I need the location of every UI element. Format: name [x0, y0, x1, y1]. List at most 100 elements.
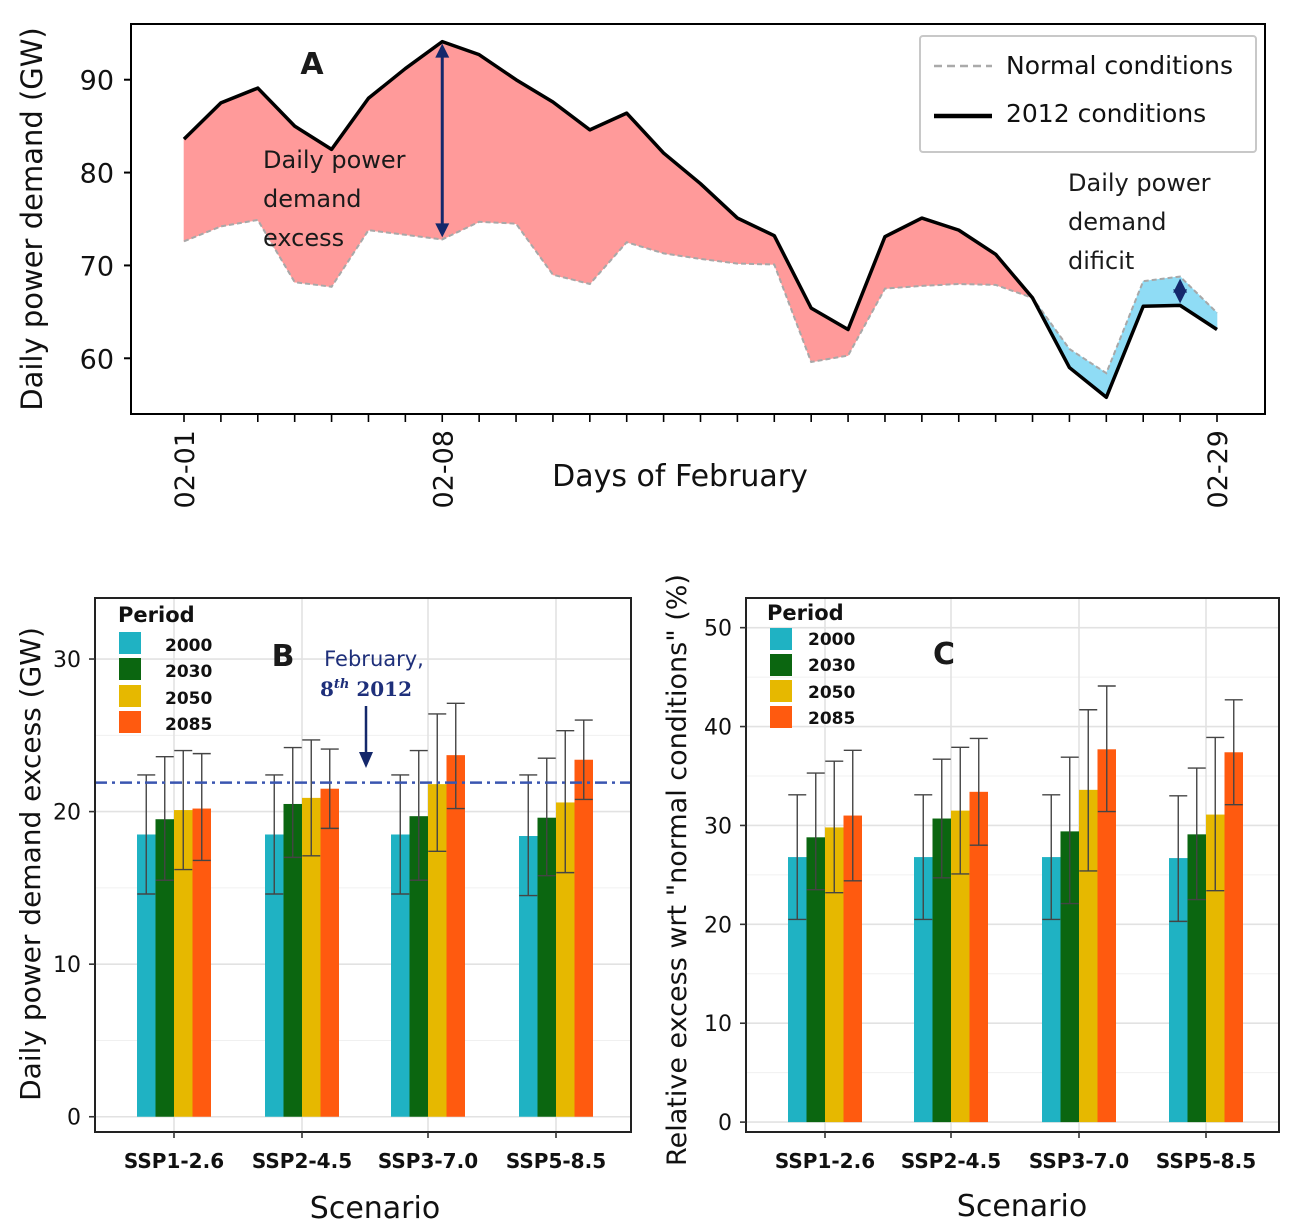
bar-SSP5-8.5-2050 [1206, 814, 1225, 1123]
excess-annotation-line2: demand [263, 185, 362, 213]
legend-c-swatch-2050 [770, 680, 792, 702]
excess-area-segment [405, 41, 443, 240]
panel-a-y-tick-label: 60 [80, 344, 114, 375]
panel-a-legend-box [919, 35, 1257, 153]
bar-SSP2-4.5-2000 [914, 857, 933, 1123]
excess-area-segment [183, 102, 222, 242]
panel-a-legend: Normal conditions 2012 conditions [919, 35, 1257, 153]
bar-SSP5-8.5-2030 [1187, 834, 1206, 1123]
legend-c-2000: 2000 [808, 630, 855, 650]
panel-a-fills [183, 41, 1218, 398]
y-tick-label: 50 [704, 617, 732, 642]
excess-area-segment [589, 112, 628, 285]
x-tick-label: SSP1-2.6 [124, 1149, 224, 1173]
panel-b-label: B [272, 639, 295, 674]
bar-SSP3-7.0-2030 [409, 816, 428, 1117]
panel-c-legend-title: Period [767, 601, 844, 625]
bar-SSP2-4.5-2000 [265, 834, 284, 1117]
bar-SSP1-2.6-2030 [155, 819, 174, 1117]
legend-b-2085: 2085 [165, 715, 212, 735]
bar-SSP5-8.5-2085 [1224, 752, 1243, 1123]
panel-b-bars [137, 702, 593, 1117]
panel-c-legend: Period 2000 2030 2050 2085 [767, 601, 855, 729]
panel-a-x-ticks: 02-01 02-08 02-29 [170, 414, 1234, 508]
panel-a-x-tick-label: 02-08 [428, 430, 459, 508]
legend-2012-label: 2012 conditions [1006, 99, 1206, 128]
legend-c-2050: 2050 [808, 683, 855, 703]
legend-normal-label: Normal conditions [1006, 51, 1233, 80]
panel-b-y-axis-label: Daily power demand excess (GW) [14, 627, 47, 1101]
deficit-arrow-head-bottom [1173, 289, 1188, 304]
panel-c-plot-frame [745, 597, 1280, 1133]
x-tick-label: SSP2-4.5 [252, 1149, 352, 1173]
legend-b-swatch-2030 [119, 658, 141, 680]
panel-b-x-axis-label: Scenario [310, 1191, 440, 1225]
legend-c-2030: 2030 [808, 656, 855, 676]
legend-b-swatch-2050 [119, 685, 141, 707]
panel-a-y-tick-label: 70 [80, 251, 114, 282]
panel-b-legend: Period 2000 2030 2050 2085 [118, 603, 212, 735]
panel-b-y-ticks: 0 10 20 30 [53, 648, 95, 1131]
bar-SSP3-7.0-2085 [446, 755, 465, 1117]
ref-annotation-arrow-head [359, 752, 373, 768]
x-tick-label: SSP3-7.0 [378, 1149, 478, 1173]
panel-a-y-tick-label: 80 [80, 159, 114, 190]
bar-SSP5-8.5-2050 [556, 802, 575, 1117]
legend-c-swatch-2000 [770, 628, 792, 650]
bar-SSP5-8.5-2030 [537, 817, 556, 1117]
bar-SSP3-7.0-2050 [1079, 789, 1098, 1123]
panel-a: 60 70 80 90 02-01 02-08 02-29 A Daily power d… [15, 23, 1266, 508]
bar-SSP2-4.5-2050 [951, 810, 970, 1123]
excess-area-segment [220, 87, 259, 227]
bar-SSP1-2.6-2085 [192, 808, 211, 1117]
deficit-area-segment [1179, 275, 1218, 331]
bar-SSP2-4.5-2085 [969, 791, 988, 1123]
panel-a-plot-frame [130, 23, 1266, 415]
deficit-arrow-head-top [1173, 278, 1188, 293]
y-tick-label: 0 [718, 1111, 732, 1136]
deficit-annotation-line2: demand [1068, 208, 1167, 236]
bar-SSP2-4.5-2085 [320, 788, 339, 1117]
y-tick-label: 40 [704, 716, 732, 741]
legend-b-2000: 2000 [165, 636, 212, 656]
y-tick-label: 20 [53, 801, 81, 826]
deficit-annotation-line3: dificit [1068, 247, 1134, 275]
panel-a-lines [182, 39, 1218, 400]
x-tick-label: SSP2-4.5 [901, 1149, 1001, 1173]
panel-a-x-axis-label: Days of February [552, 459, 808, 494]
bar-SSP2-4.5-2030 [932, 818, 951, 1123]
panel-a-y-tick-label: 90 [80, 66, 114, 97]
legend-c-2085: 2085 [808, 709, 855, 729]
panel-c-y-axis-label: Relative excess wrt "normal conditions" … [662, 574, 693, 1166]
panel-a-x-tick-label: 02-01 [170, 430, 201, 508]
panel-a-label: A [300, 47, 324, 82]
y-tick-label: 0 [67, 1106, 81, 1131]
panel-c-label: C [933, 637, 955, 672]
y-tick-label: 20 [704, 913, 732, 938]
bar-SSP3-7.0-2000 [391, 834, 410, 1117]
excess-annotation-line1: Daily power [263, 146, 406, 174]
panel-c-y-ticks: 0 10 20 30 40 50 [704, 617, 746, 1136]
panel-b-x-ticks: SSP1-2.6 SSP2-4.5 SSP3-7.0 SSP5-8.5 [124, 1132, 606, 1173]
bar-SSP3-7.0-2000 [1042, 857, 1061, 1123]
ref-annotation-line2: 8th 2012 [320, 677, 412, 701]
bar-SSP2-4.5-2050 [302, 797, 321, 1117]
panel-b-plot-frame [94, 597, 632, 1133]
bar-SSP1-2.6-2085 [843, 815, 862, 1123]
x-tick-label: SSP5-8.5 [1156, 1149, 1256, 1173]
y-tick-label: 30 [704, 814, 732, 839]
legend-b-swatch-2085 [119, 711, 141, 733]
legend-b-swatch-2000 [119, 632, 141, 654]
bar-SSP3-7.0-2050 [428, 784, 447, 1117]
legend-b-2030: 2030 [165, 662, 212, 682]
ref-annotation-line1: February, [324, 647, 424, 671]
y-tick-label: 30 [53, 648, 81, 673]
y-tick-label: 10 [704, 1012, 732, 1037]
panel-c-x-axis-label: Scenario [957, 1189, 1087, 1224]
excess-area-segment [810, 307, 849, 363]
excess-area-segment [478, 54, 517, 224]
panel-a-x-tick-label: 02-29 [1203, 430, 1234, 508]
